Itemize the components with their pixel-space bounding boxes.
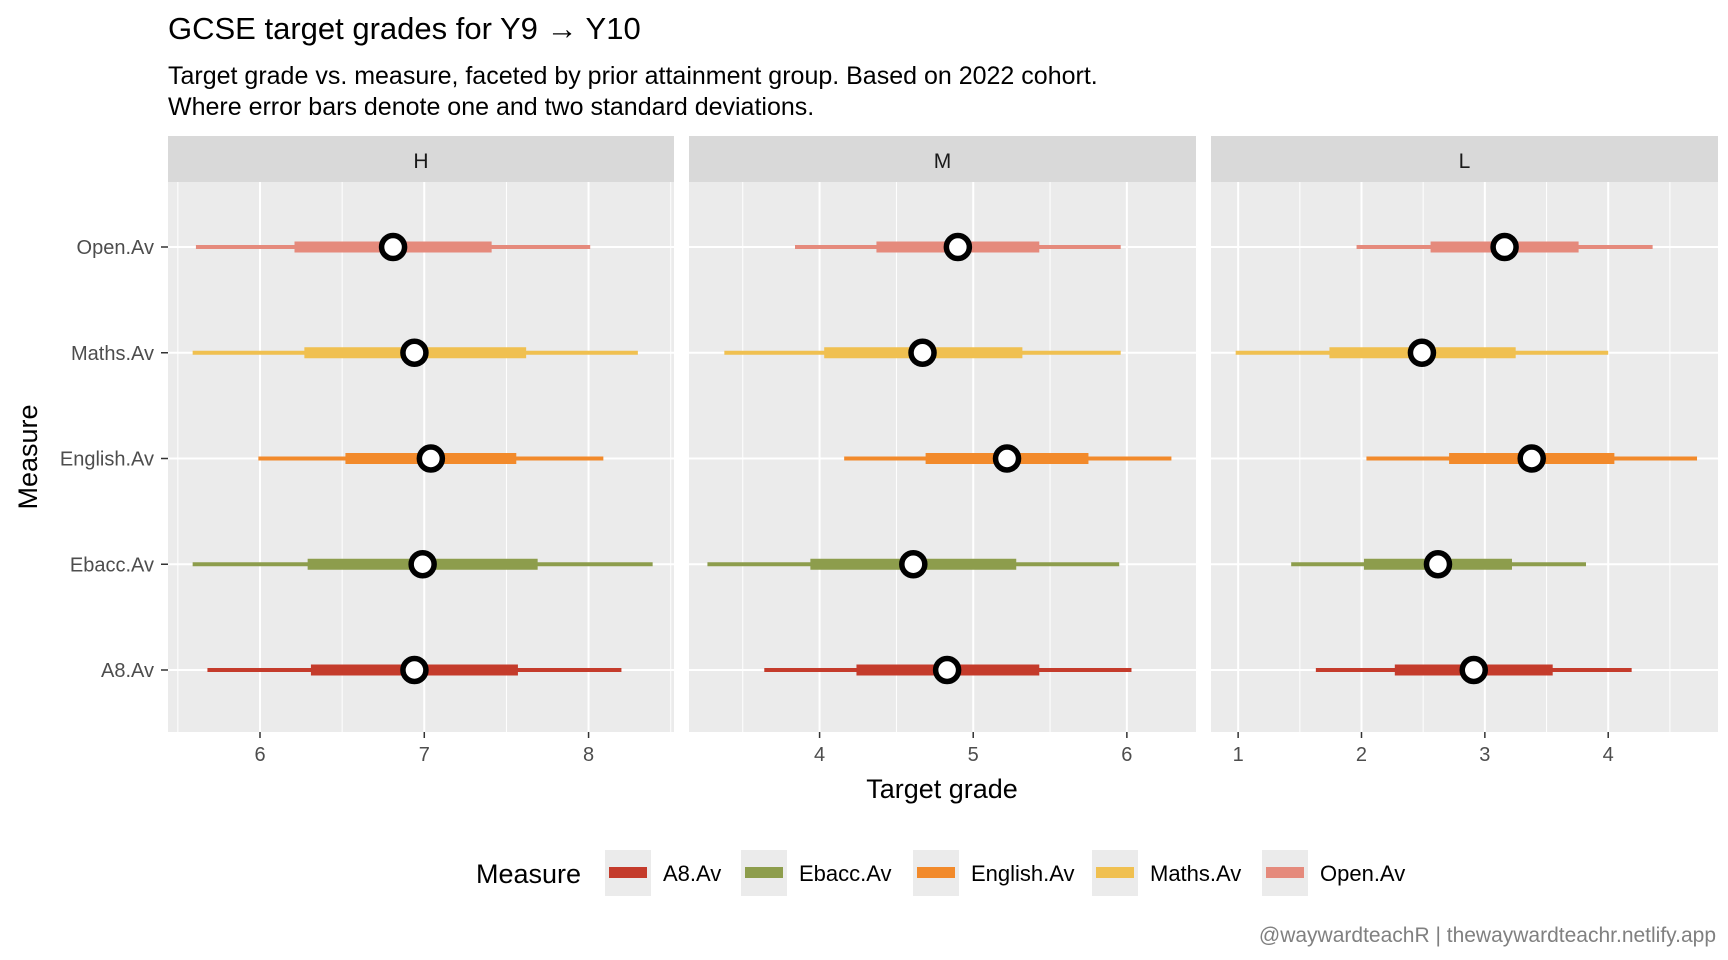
legend-label: Ebacc.Av [799, 861, 892, 886]
interval-English.Av [258, 444, 604, 473]
interval-Ebacc.Av [707, 550, 1120, 579]
x-tick-label: 1 [1233, 744, 1244, 766]
x-tick-label: 7 [419, 744, 430, 766]
interval-A8.Av [764, 655, 1132, 685]
x-tick-label: 3 [1479, 744, 1490, 766]
mean-point [1459, 655, 1489, 685]
legend-item-A8.Av: A8.Av [605, 850, 721, 896]
legend-key-swatch [609, 867, 647, 878]
legend-title: Measure [476, 859, 581, 889]
interval-Open.Av [795, 232, 1121, 262]
y-tick-label: English.Av [60, 449, 154, 471]
chart-caption: @waywardteachR | thewaywardteachr.netlif… [1259, 924, 1716, 947]
legend-item-English.Av: English.Av [913, 850, 1075, 896]
legend-item-Ebacc.Av: Ebacc.Av [741, 850, 892, 896]
facet-panel-H: H 6 7 8 [168, 136, 674, 766]
x-axis-title: Target grade [866, 774, 1018, 804]
x-tick-label: 6 [1121, 744, 1132, 766]
chart-subtitle-line-1: Target grade vs. measure, faceted by pri… [168, 62, 1098, 90]
mean-point [1490, 232, 1519, 262]
legend-key-swatch [1266, 867, 1304, 878]
legend-key-swatch [1096, 867, 1134, 878]
x-tick-label: 4 [1603, 744, 1614, 766]
interval-Ebacc.Av [192, 550, 653, 579]
facet-panels: H 6 7 8 M 4 5 6 L 1 2 3 4 A8.Av Ebacc.Av English.Av Math… [60, 136, 1718, 766]
interval-Open.Av [1356, 232, 1653, 262]
legend-label: Maths.Av [1150, 861, 1241, 886]
interval-A8.Av [207, 655, 622, 685]
interval-A8.Av [1315, 655, 1632, 685]
facet-strip [1211, 136, 1718, 182]
interval-Maths.Av [724, 338, 1121, 367]
legend: Measure A8.Av Ebacc.Av English.Av Maths.Av Op… [476, 850, 1405, 896]
facet-strip-label: L [1459, 150, 1471, 173]
y-tick-label: Ebacc.Av [70, 554, 154, 576]
mean-point [1407, 338, 1437, 367]
mean-point [908, 338, 937, 367]
interval-English.Av [844, 444, 1172, 473]
interval-Maths.Av [1235, 338, 1609, 367]
mean-point [992, 444, 1022, 473]
mean-point [1517, 444, 1546, 473]
legend-label: A8.Av [663, 861, 721, 886]
y-tick-label: Open.Av [77, 237, 154, 259]
chart-subtitle-line-2: Where error bars denote one and two stan… [168, 93, 814, 121]
mean-point [1423, 550, 1453, 579]
y-tick-label: Maths.Av [71, 343, 154, 365]
facet-strip [168, 136, 674, 182]
mean-point [932, 655, 962, 685]
chart-title: GCSE target grades for Y9 → Y10 [168, 11, 641, 46]
facet-panel-M: M 4 5 6 [689, 136, 1196, 766]
facet-strip-label: H [413, 150, 428, 173]
legend-item-Maths.Av: Maths.Av [1092, 850, 1241, 896]
mean-point [408, 550, 437, 579]
x-tick-label: 2 [1356, 744, 1367, 766]
interval-Ebacc.Av [1291, 550, 1587, 579]
legend-label: Open.Av [1320, 861, 1405, 886]
y-axis: A8.Av Ebacc.Av English.Av Maths.Av Open.Av [60, 237, 168, 682]
legend-key-swatch [917, 867, 955, 878]
y-axis-title: Measure [13, 404, 43, 509]
interval-English.Av [1366, 444, 1698, 473]
mean-point [943, 232, 973, 262]
x-tick-label: 4 [814, 744, 825, 766]
interval-Open.Av [195, 232, 591, 262]
y-tick-label: A8.Av [101, 660, 154, 682]
mean-point [400, 655, 429, 685]
mean-point [400, 338, 429, 367]
facet-strip [689, 136, 1196, 182]
x-tick-label: 5 [968, 744, 979, 766]
interval-Maths.Av [192, 338, 638, 367]
facet-strip-label: M [934, 150, 952, 173]
x-tick-label: 8 [583, 744, 594, 766]
mean-point [378, 232, 408, 262]
legend-key-swatch [745, 867, 783, 878]
legend-label: English.Av [971, 861, 1075, 886]
facet-panel-L: L 1 2 3 4 [1211, 136, 1718, 766]
mean-point [416, 444, 446, 473]
mean-point [899, 550, 928, 579]
legend-item-Open.Av: Open.Av [1262, 850, 1405, 896]
x-tick-label: 6 [254, 744, 265, 766]
